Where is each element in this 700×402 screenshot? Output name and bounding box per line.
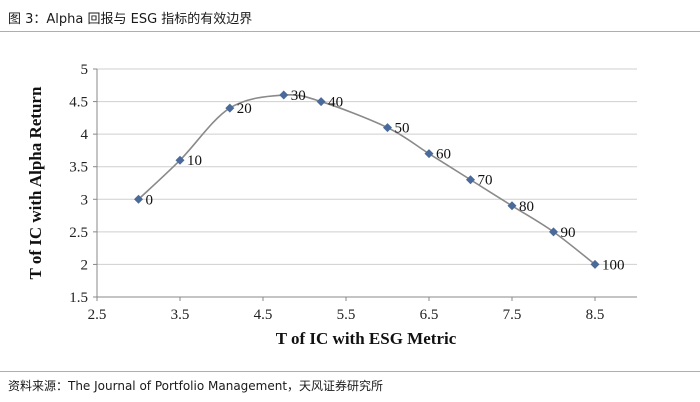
data-point (316, 97, 326, 107)
data-point (507, 201, 517, 211)
data-point (549, 227, 558, 237)
y-tick-label: 5 (81, 62, 89, 78)
point-label: 30 (291, 88, 306, 104)
point-label: 90 (561, 225, 576, 241)
y-tick-label: 1.5 (69, 290, 88, 306)
axes (93, 68, 637, 301)
y-tick-label: 2.5 (69, 225, 88, 241)
point-label: 50 (395, 121, 410, 137)
data-point (466, 175, 475, 185)
data-point (134, 194, 143, 204)
y-tick-label: 2 (81, 257, 89, 273)
point-label: 70 (478, 173, 493, 189)
frontier-curve (137, 94, 596, 266)
data-point (175, 155, 185, 165)
data-point (424, 149, 434, 159)
grid-lines (97, 68, 637, 265)
data-point (590, 259, 600, 269)
x-tick-label: 4.5 (254, 307, 273, 323)
x-tick-label: 3.5 (171, 307, 190, 323)
y-tick-label: 4 (81, 127, 89, 143)
x-axis-label: T of IC with ESG Metric (276, 329, 457, 348)
point-label: 10 (187, 153, 202, 169)
data-point (383, 123, 392, 133)
point-labels: 0 10 20 30 40 50 60 70 80 90 100 (146, 88, 625, 273)
data-points (134, 90, 600, 269)
y-axis-label: T of IC with Alpha Return (26, 86, 45, 279)
data-point (225, 103, 235, 113)
figure-title: 图 3：Alpha 回报与 ESG 指标的有效边界 (8, 12, 253, 27)
top-divider (0, 31, 700, 32)
x-tick-labels: 2.5 3.5 4.5 5.5 6.5 7.5 8.5 (88, 307, 605, 323)
y-tick-label: 3.5 (69, 160, 88, 176)
source-note: 资料来源：The Journal of Portfolio Management… (8, 379, 384, 393)
bottom-divider (0, 371, 700, 372)
y-tick-label: 4.5 (69, 95, 88, 111)
x-tick-label: 8.5 (586, 307, 605, 323)
data-point (279, 90, 289, 100)
point-label: 20 (237, 101, 252, 117)
x-tick-label: 2.5 (88, 307, 107, 323)
point-label: 100 (602, 257, 625, 273)
x-tick-label: 6.5 (420, 307, 439, 323)
x-tick-label: 7.5 (503, 307, 522, 323)
point-label: 0 (146, 192, 154, 208)
point-label: 80 (519, 199, 534, 215)
y-tick-label: 3 (81, 192, 89, 208)
point-label: 40 (328, 95, 343, 111)
frontier-chart: 1.5 2 2.5 3 3.5 4 4.5 5 2.5 3.5 4.5 5.5 6.5 7.5 8.5 0… (26, 62, 637, 348)
y-tick-labels: 1.5 2 2.5 3 3.5 4 4.5 5 (69, 62, 88, 306)
point-label: 60 (436, 147, 451, 163)
x-tick-label: 5.5 (337, 307, 356, 323)
